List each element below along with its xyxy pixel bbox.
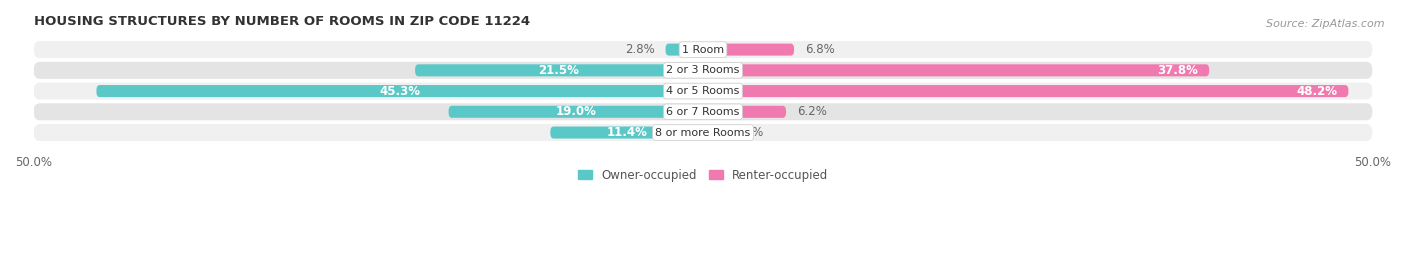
FancyBboxPatch shape [703,64,1209,76]
FancyBboxPatch shape [34,124,1372,141]
FancyBboxPatch shape [34,103,1372,120]
Text: 19.0%: 19.0% [555,105,596,118]
FancyBboxPatch shape [703,44,794,56]
Text: 0.94%: 0.94% [727,126,763,139]
FancyBboxPatch shape [703,126,716,139]
FancyBboxPatch shape [34,62,1372,79]
Text: 37.8%: 37.8% [1157,64,1198,77]
FancyBboxPatch shape [97,85,703,97]
FancyBboxPatch shape [415,64,703,76]
Text: 6.2%: 6.2% [797,105,827,118]
Text: 2 or 3 Rooms: 2 or 3 Rooms [666,65,740,75]
FancyBboxPatch shape [34,41,1372,58]
Text: Source: ZipAtlas.com: Source: ZipAtlas.com [1267,19,1385,29]
Text: 2.8%: 2.8% [626,43,655,56]
FancyBboxPatch shape [703,106,786,118]
Legend: Owner-occupied, Renter-occupied: Owner-occupied, Renter-occupied [572,164,834,186]
Text: 4 or 5 Rooms: 4 or 5 Rooms [666,86,740,96]
Text: 6.8%: 6.8% [804,43,835,56]
FancyBboxPatch shape [34,83,1372,100]
FancyBboxPatch shape [665,44,703,56]
Text: 8 or more Rooms: 8 or more Rooms [655,128,751,137]
Text: HOUSING STRUCTURES BY NUMBER OF ROOMS IN ZIP CODE 11224: HOUSING STRUCTURES BY NUMBER OF ROOMS IN… [34,15,530,28]
FancyBboxPatch shape [550,126,703,139]
Text: 11.4%: 11.4% [606,126,647,139]
Text: 48.2%: 48.2% [1296,84,1337,98]
Text: 21.5%: 21.5% [538,64,579,77]
FancyBboxPatch shape [703,85,1348,97]
Text: 45.3%: 45.3% [380,84,420,98]
Text: 1 Room: 1 Room [682,45,724,55]
FancyBboxPatch shape [449,106,703,118]
Text: 6 or 7 Rooms: 6 or 7 Rooms [666,107,740,117]
